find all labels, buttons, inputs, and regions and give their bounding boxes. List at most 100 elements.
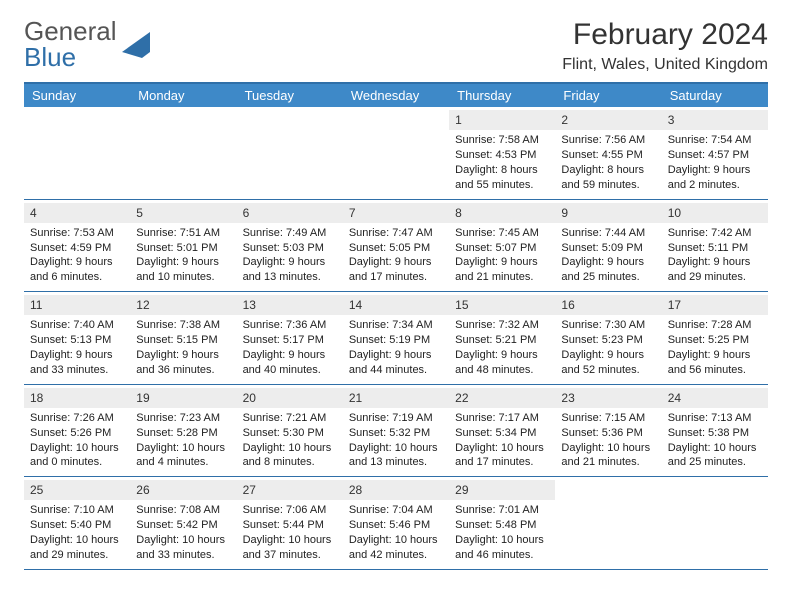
day-detail-dl1: Daylight: 10 hours bbox=[30, 441, 124, 456]
day-detail-dl2: and 21 minutes. bbox=[561, 455, 655, 470]
day-detail-sunset: Sunset: 4:57 PM bbox=[668, 148, 762, 163]
calendar-cell: 13Sunrise: 7:36 AMSunset: 5:17 PMDayligh… bbox=[237, 292, 343, 385]
day-number: 3 bbox=[662, 110, 768, 130]
calendar-cell: 10Sunrise: 7:42 AMSunset: 5:11 PMDayligh… bbox=[662, 200, 768, 293]
day-detail-dl2: and 37 minutes. bbox=[243, 548, 337, 563]
day-detail-dl2: and 33 minutes. bbox=[30, 363, 124, 378]
day-number: 4 bbox=[24, 203, 130, 223]
day-detail-sunset: Sunset: 5:19 PM bbox=[349, 333, 443, 348]
calendar-cell: 25Sunrise: 7:10 AMSunset: 5:40 PMDayligh… bbox=[24, 477, 130, 570]
day-detail-dl2: and 13 minutes. bbox=[243, 270, 337, 285]
day-detail-sunset: Sunset: 5:34 PM bbox=[455, 426, 549, 441]
day-detail-sunrise: Sunrise: 7:44 AM bbox=[561, 226, 655, 241]
day-detail-dl1: Daylight: 9 hours bbox=[668, 163, 762, 178]
day-detail-dl1: Daylight: 10 hours bbox=[136, 533, 230, 548]
day-number: 12 bbox=[130, 295, 236, 315]
day-detail-dl2: and 56 minutes. bbox=[668, 363, 762, 378]
day-detail-sunset: Sunset: 5:05 PM bbox=[349, 241, 443, 256]
calendar-cell: 29Sunrise: 7:01 AMSunset: 5:48 PMDayligh… bbox=[449, 477, 555, 570]
day-detail-sunrise: Sunrise: 7:10 AM bbox=[30, 503, 124, 518]
day-detail-sunset: Sunset: 5:11 PM bbox=[668, 241, 762, 256]
day-detail-dl1: Daylight: 10 hours bbox=[349, 441, 443, 456]
day-detail-sunset: Sunset: 5:03 PM bbox=[243, 241, 337, 256]
weekday-header-cell: Monday bbox=[130, 84, 236, 107]
weekday-header-cell: Sunday bbox=[24, 84, 130, 107]
weekday-header-cell: Tuesday bbox=[237, 84, 343, 107]
weekday-header-cell: Friday bbox=[555, 84, 661, 107]
day-detail-dl1: Daylight: 9 hours bbox=[349, 348, 443, 363]
day-detail-sunrise: Sunrise: 7:38 AM bbox=[136, 318, 230, 333]
calendar-cell: 20Sunrise: 7:21 AMSunset: 5:30 PMDayligh… bbox=[237, 385, 343, 478]
day-detail-sunset: Sunset: 5:21 PM bbox=[455, 333, 549, 348]
calendar-cell: 24Sunrise: 7:13 AMSunset: 5:38 PMDayligh… bbox=[662, 385, 768, 478]
page-title: February 2024 bbox=[562, 18, 768, 52]
day-number: 20 bbox=[237, 388, 343, 408]
calendar-cell: 2Sunrise: 7:56 AMSunset: 4:55 PMDaylight… bbox=[555, 107, 661, 200]
day-number: 7 bbox=[343, 203, 449, 223]
calendar-cell bbox=[343, 107, 449, 200]
day-detail-sunset: Sunset: 5:44 PM bbox=[243, 518, 337, 533]
day-number: 9 bbox=[555, 203, 661, 223]
day-number: 10 bbox=[662, 203, 768, 223]
calendar-cell bbox=[662, 477, 768, 570]
day-detail-dl2: and 21 minutes. bbox=[455, 270, 549, 285]
day-detail-dl2: and 2 minutes. bbox=[668, 178, 762, 193]
weekday-header-cell: Thursday bbox=[449, 84, 555, 107]
day-detail-sunrise: Sunrise: 7:36 AM bbox=[243, 318, 337, 333]
day-detail-sunrise: Sunrise: 7:54 AM bbox=[668, 133, 762, 148]
day-detail-dl2: and 33 minutes. bbox=[136, 548, 230, 563]
calendar-cell: 12Sunrise: 7:38 AMSunset: 5:15 PMDayligh… bbox=[130, 292, 236, 385]
brand-text: General Blue bbox=[24, 18, 117, 70]
day-detail-dl1: Daylight: 9 hours bbox=[30, 348, 124, 363]
day-detail-dl2: and 36 minutes. bbox=[136, 363, 230, 378]
day-detail-sunset: Sunset: 4:59 PM bbox=[30, 241, 124, 256]
calendar-cell: 5Sunrise: 7:51 AMSunset: 5:01 PMDaylight… bbox=[130, 200, 236, 293]
header-right: February 2024 Flint, Wales, United Kingd… bbox=[562, 18, 768, 74]
calendar-weekday-header: SundayMondayTuesdayWednesdayThursdayFrid… bbox=[24, 84, 768, 107]
day-detail-sunset: Sunset: 5:42 PM bbox=[136, 518, 230, 533]
calendar-body: 1Sunrise: 7:58 AMSunset: 4:53 PMDaylight… bbox=[24, 107, 768, 570]
day-detail-sunset: Sunset: 5:32 PM bbox=[349, 426, 443, 441]
day-number: 2 bbox=[555, 110, 661, 130]
day-detail-dl2: and 17 minutes. bbox=[455, 455, 549, 470]
day-detail-dl1: Daylight: 9 hours bbox=[668, 255, 762, 270]
day-detail-sunset: Sunset: 5:36 PM bbox=[561, 426, 655, 441]
day-detail-dl2: and 59 minutes. bbox=[561, 178, 655, 193]
day-detail-sunrise: Sunrise: 7:23 AM bbox=[136, 411, 230, 426]
day-detail-dl1: Daylight: 9 hours bbox=[136, 348, 230, 363]
calendar-cell: 15Sunrise: 7:32 AMSunset: 5:21 PMDayligh… bbox=[449, 292, 555, 385]
calendar-cell: 27Sunrise: 7:06 AMSunset: 5:44 PMDayligh… bbox=[237, 477, 343, 570]
day-detail-dl2: and 42 minutes. bbox=[349, 548, 443, 563]
day-detail-sunrise: Sunrise: 7:45 AM bbox=[455, 226, 549, 241]
day-detail-sunset: Sunset: 5:46 PM bbox=[349, 518, 443, 533]
day-detail-dl2: and 0 minutes. bbox=[30, 455, 124, 470]
day-number: 19 bbox=[130, 388, 236, 408]
day-detail-dl1: Daylight: 9 hours bbox=[30, 255, 124, 270]
day-detail-dl1: Daylight: 8 hours bbox=[455, 163, 549, 178]
calendar-cell bbox=[237, 107, 343, 200]
weekday-header-cell: Wednesday bbox=[343, 84, 449, 107]
day-detail-dl1: Daylight: 9 hours bbox=[561, 255, 655, 270]
day-number: 16 bbox=[555, 295, 661, 315]
calendar-cell: 1Sunrise: 7:58 AMSunset: 4:53 PMDaylight… bbox=[449, 107, 555, 200]
calendar-cell: 9Sunrise: 7:44 AMSunset: 5:09 PMDaylight… bbox=[555, 200, 661, 293]
day-number: 13 bbox=[237, 295, 343, 315]
day-detail-sunrise: Sunrise: 7:06 AM bbox=[243, 503, 337, 518]
day-detail-dl1: Daylight: 10 hours bbox=[136, 441, 230, 456]
calendar-cell: 28Sunrise: 7:04 AMSunset: 5:46 PMDayligh… bbox=[343, 477, 449, 570]
day-detail-sunrise: Sunrise: 7:47 AM bbox=[349, 226, 443, 241]
day-detail-sunrise: Sunrise: 7:53 AM bbox=[30, 226, 124, 241]
day-number: 1 bbox=[449, 110, 555, 130]
day-detail-sunset: Sunset: 4:53 PM bbox=[455, 148, 549, 163]
day-number: 21 bbox=[343, 388, 449, 408]
calendar-cell: 14Sunrise: 7:34 AMSunset: 5:19 PMDayligh… bbox=[343, 292, 449, 385]
day-detail-sunset: Sunset: 5:38 PM bbox=[668, 426, 762, 441]
day-detail-dl1: Daylight: 9 hours bbox=[136, 255, 230, 270]
day-detail-dl2: and 29 minutes. bbox=[668, 270, 762, 285]
day-detail-dl1: Daylight: 9 hours bbox=[668, 348, 762, 363]
day-detail-dl1: Daylight: 8 hours bbox=[561, 163, 655, 178]
calendar-cell: 7Sunrise: 7:47 AMSunset: 5:05 PMDaylight… bbox=[343, 200, 449, 293]
day-detail-dl2: and 40 minutes. bbox=[243, 363, 337, 378]
calendar-cell: 22Sunrise: 7:17 AMSunset: 5:34 PMDayligh… bbox=[449, 385, 555, 478]
day-detail-sunrise: Sunrise: 7:34 AM bbox=[349, 318, 443, 333]
